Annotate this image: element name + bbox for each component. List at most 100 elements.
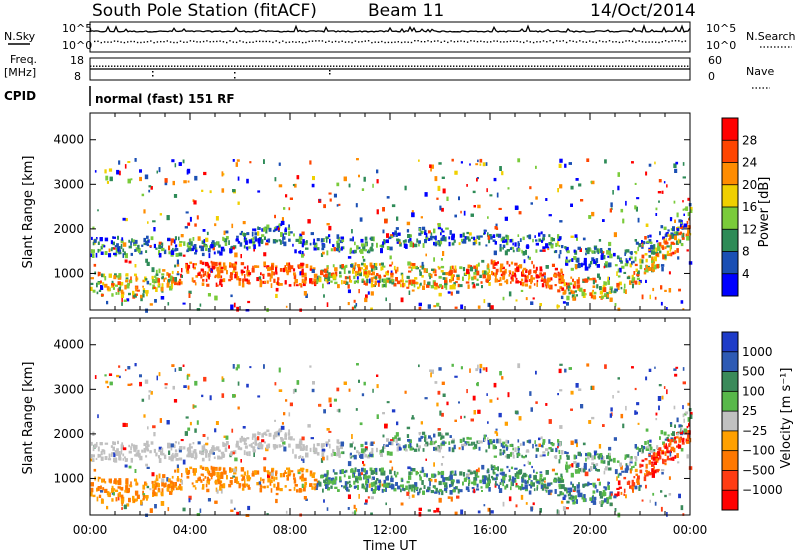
velocity-echo	[515, 482, 518, 487]
power-echo	[120, 289, 124, 293]
power-echo	[194, 223, 197, 227]
velocity-echo	[636, 478, 640, 484]
power-echo	[233, 263, 237, 267]
velocity-echo	[506, 465, 509, 469]
power-echo	[148, 239, 150, 243]
power-echo	[275, 271, 278, 275]
velocity-echo	[490, 510, 494, 514]
power-echo	[555, 242, 558, 247]
power-echo	[559, 184, 563, 189]
power-echo	[263, 252, 267, 257]
velocity-echo	[666, 512, 668, 517]
power-echo	[98, 271, 101, 276]
power-echo	[108, 168, 113, 172]
power-echo	[320, 253, 324, 257]
power-echo	[614, 288, 618, 292]
velocity-echo	[644, 473, 646, 476]
power-echo	[577, 264, 581, 269]
velocity-echo	[180, 439, 184, 442]
velocity-echo	[591, 455, 594, 461]
power-echo	[486, 272, 490, 278]
power-echo	[104, 251, 108, 255]
velocity-echo	[431, 369, 434, 374]
power-echo	[150, 186, 153, 190]
power-echo	[446, 196, 449, 201]
power-echo	[644, 253, 648, 256]
power-echo	[328, 192, 332, 195]
power-echo	[359, 217, 363, 222]
power-echo	[506, 249, 510, 252]
velocity-echo	[275, 492, 279, 496]
velocity-echo	[158, 455, 161, 459]
power-echo	[608, 248, 611, 251]
power-echo	[452, 265, 454, 269]
power-echo	[259, 283, 263, 288]
velocity-echo	[216, 471, 220, 477]
power-echo	[257, 226, 259, 230]
power-echo	[453, 268, 457, 273]
power-echo	[502, 276, 504, 280]
nsearch-dot	[123, 41, 126, 44]
power-echo	[390, 272, 394, 276]
power-echo	[569, 282, 573, 285]
power-echo	[230, 304, 234, 310]
velocity-echo	[210, 475, 213, 480]
power-echo	[634, 182, 637, 185]
power-echo	[498, 279, 500, 282]
power-echo	[490, 235, 493, 240]
velocity-echo	[376, 384, 379, 389]
velocity-echo	[118, 454, 122, 458]
power-echo	[138, 248, 141, 254]
power-echo	[418, 243, 420, 247]
nave-dot	[312, 65, 314, 67]
power-echo	[421, 264, 425, 270]
velocity-echo	[521, 476, 524, 479]
power-echo	[353, 249, 357, 254]
velocity-echo	[408, 475, 412, 480]
power-echo	[390, 234, 394, 238]
nsearch-dot	[460, 40, 462, 42]
velocity-echo	[634, 468, 638, 473]
power-echo	[144, 174, 149, 180]
power-echo	[321, 247, 325, 251]
power-echo	[125, 280, 128, 283]
velocity-echo	[338, 408, 341, 413]
velocity-echo	[559, 363, 563, 366]
power-echo	[437, 265, 440, 269]
power-echo	[283, 266, 288, 272]
power-echo	[104, 283, 108, 288]
power-echo	[299, 271, 302, 276]
power-echo	[221, 171, 224, 177]
velocity-echo	[293, 486, 296, 491]
velocity-echo	[259, 485, 263, 488]
power-echo	[108, 253, 112, 258]
velocity-echo	[236, 481, 240, 485]
power-echo	[297, 264, 300, 268]
power-echo	[522, 269, 524, 275]
power-echo	[362, 246, 366, 251]
nave-dot	[540, 65, 542, 67]
velocity-echo	[512, 447, 514, 451]
power-echo	[188, 290, 192, 294]
nsearch-dot	[457, 40, 459, 43]
velocity-echo	[299, 476, 302, 480]
nave-dot	[414, 65, 416, 67]
nave-dot	[552, 65, 554, 67]
velocity-echo	[680, 505, 684, 511]
velocity-echo	[613, 457, 616, 463]
power-echo	[677, 239, 682, 244]
power-echo	[423, 268, 426, 273]
velocity-echo	[303, 477, 307, 482]
power-echo	[492, 234, 496, 238]
power-echo	[314, 280, 317, 285]
power-echo	[93, 263, 97, 267]
velocity-echo	[332, 469, 335, 473]
velocity-echo	[604, 486, 607, 491]
power-echo	[634, 263, 638, 267]
power-echo	[502, 244, 506, 248]
power-echo	[641, 254, 645, 259]
velocity-echo	[117, 452, 120, 456]
power-echo	[541, 277, 544, 280]
velocity-echo	[570, 390, 574, 395]
velocity-echo	[150, 441, 154, 445]
